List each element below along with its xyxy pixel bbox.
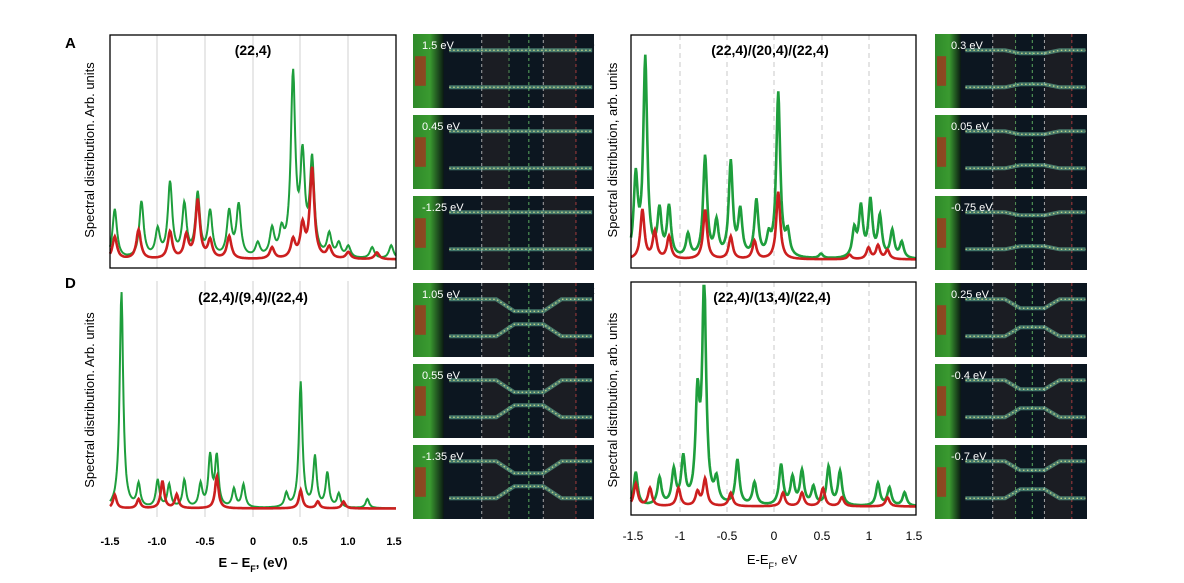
- energy-image: 1.5 eV: [413, 34, 594, 108]
- panel-b-ylabel: Spectral distribution, arb. units: [605, 62, 620, 237]
- energy-image: 0.25 eV: [935, 283, 1087, 357]
- panel-c-frame: [630, 281, 917, 516]
- panel-d-title: (22,4)/(9,4)/(22,4): [198, 289, 308, 305]
- energy-image: 1.05 eV: [413, 283, 594, 357]
- panel-c-title: (22,4)/(13,4)/(22,4): [713, 289, 831, 305]
- energy-image-column-d: 1.05 eV 0.55 eV -1.35 eV: [413, 283, 594, 519]
- panel-c-ylabel: Spectral distribution, arb. units: [605, 312, 620, 487]
- panel-b: B (22,4)/(20,4)/(22,4) Spectral distribu…: [584, 34, 917, 269]
- panel-d-xtick: -1.5: [101, 536, 120, 548]
- panel-b-red-line: [630, 191, 916, 261]
- panel-a-red-line: [108, 166, 396, 261]
- panel-a-title: (22,4): [235, 42, 272, 58]
- energy-label: 0.3 eV: [951, 40, 983, 52]
- energy-label: -1.25 eV: [422, 202, 464, 214]
- panel-d-red-line: [109, 471, 396, 510]
- panel-c-xtick: 0: [771, 529, 778, 543]
- energy-image-column-a: 1.5 eV 0.45 eV -1.25 eV: [413, 34, 594, 270]
- panel-b-grid: [679, 35, 870, 268]
- panel-c-xtick: 0.5: [814, 529, 831, 543]
- energy-label: -1.35 eV: [422, 451, 464, 463]
- energy-image: 0.45 eV: [413, 115, 594, 189]
- energy-image: 0.3 eV: [935, 34, 1087, 108]
- panel-d-xtick: 1.0: [340, 536, 355, 548]
- panel-b-frame: [630, 34, 917, 269]
- energy-label: 0.45 eV: [422, 121, 461, 133]
- energy-image: -1.35 eV: [413, 445, 594, 519]
- panel-c-red-line: [629, 474, 916, 508]
- panel-c-grid: [679, 282, 870, 515]
- energy-label: -0.4 eV: [951, 370, 987, 382]
- panel-c-xtick: 1.5: [906, 529, 923, 543]
- panel-a-frame: [109, 34, 397, 269]
- panel-c-xtick: -1: [675, 529, 686, 543]
- energy-label: 0.25 eV: [951, 289, 990, 301]
- energy-label: 1.05 eV: [422, 289, 461, 301]
- energy-label: -0.7 eV: [951, 451, 987, 463]
- energy-image-column-c: 0.25 eV -0.4 eV -0.7 eV: [935, 283, 1087, 519]
- energy-image: -0.7 eV: [935, 445, 1087, 519]
- energy-image: -0.75 eV: [935, 196, 1087, 270]
- panel-d-xtick: -1.0: [148, 536, 167, 548]
- energy-label: 0.05 eV: [951, 121, 990, 133]
- energy-image: 0.55 eV: [413, 364, 594, 438]
- energy-image: 0.05 eV: [935, 115, 1087, 189]
- energy-image: -1.25 eV: [413, 196, 594, 270]
- panel-d-xtick: 0: [250, 536, 256, 548]
- panel-d-xtick: -0.5: [196, 536, 215, 548]
- panel-d-xticks: -1.5 -1.0 -0.5 0 0.5 1.0 1.5: [101, 536, 402, 548]
- panel-c: C (22,4)/(13,4)/(22,4) Spectral distribu…: [584, 281, 923, 571]
- panel-d-xlabel: E – EF, (eV): [218, 555, 287, 574]
- panel-c-xtick: -1.5: [623, 529, 644, 543]
- panel-c-xticks: -1.5 -1 -0.5 0 0.5 1 1.5: [623, 529, 923, 543]
- panel-c-xtick: -0.5: [717, 529, 738, 543]
- energy-label: -0.75 eV: [951, 202, 993, 214]
- panel-c-xlabel: E-EF, eV: [747, 552, 798, 571]
- panel-b-green-line: [629, 54, 917, 260]
- panel-a-green-line: [109, 68, 397, 258]
- panel-c-xtick: 1: [866, 529, 873, 543]
- panel-b-title: (22,4)/(20,4)/(22,4): [711, 42, 829, 58]
- energy-image-column-b: 0.3 eV 0.05 eV -0.75 eV: [935, 34, 1087, 270]
- panel-d-ylabel: Spectral distribution. Arb. units: [82, 312, 97, 488]
- energy-label: 0.55 eV: [422, 370, 461, 382]
- panel-d: D (22,4)/(9,4)/(22,4) Spectral distribut…: [65, 275, 402, 574]
- panel-d-xtick: 0.5: [292, 536, 307, 548]
- panel-letter-d: D: [65, 275, 76, 292]
- energy-image: -0.4 eV: [935, 364, 1087, 438]
- panel-d-grid: [156, 281, 349, 517]
- panel-a: A (22,4) Spectral distribution. Arb. uni…: [65, 34, 397, 269]
- panel-letter-a: A: [65, 35, 76, 52]
- panel-a-ylabel: Spectral distribution. Arb. units: [82, 62, 97, 238]
- energy-label: 1.5 eV: [422, 40, 454, 52]
- panel-d-xtick: 1.5: [386, 536, 401, 548]
